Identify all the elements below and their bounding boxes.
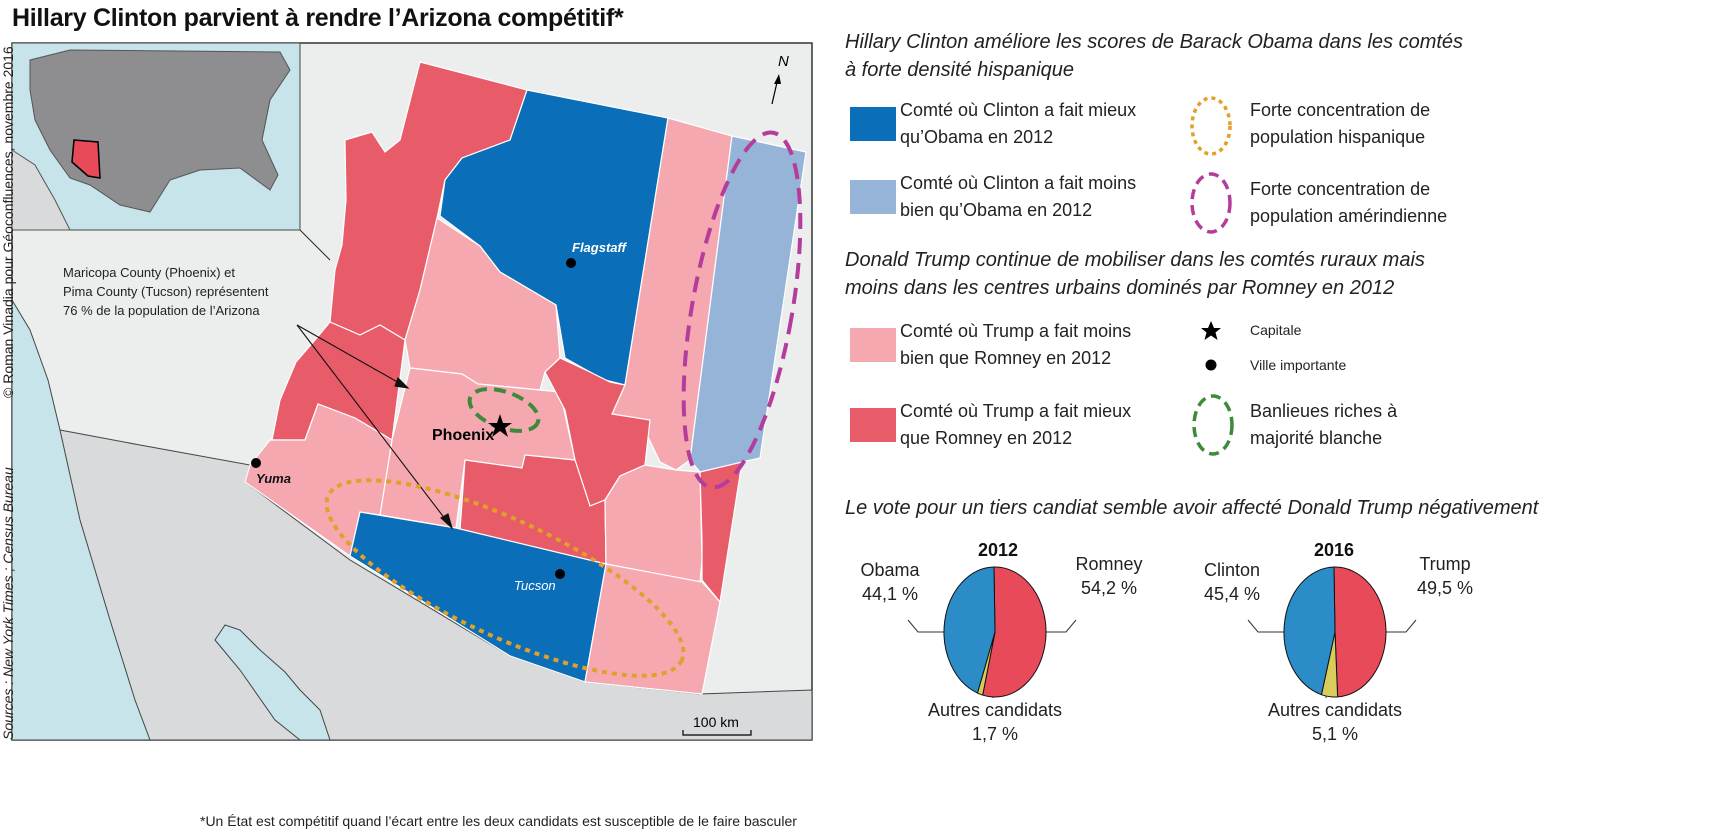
scale-bar <box>682 730 752 736</box>
native-population-ellipse <box>681 130 803 490</box>
hispanic-population-ellipse <box>324 478 686 678</box>
pie-2016-trump-label: Trump 49,5 % <box>1416 554 1474 598</box>
capital-star-icon <box>1201 321 1221 340</box>
pie-chart-2016 <box>1247 566 1417 698</box>
county-greenlee <box>699 461 743 604</box>
footnote: *Un État est compétitif quand l’écart en… <box>200 813 797 829</box>
inset-leader-line <box>299 229 331 261</box>
pie-2016-clinton-label: Clinton 45,4 % <box>1203 560 1261 604</box>
swatch-clinton-worse <box>850 180 896 214</box>
pie-2016-title: 2016 <box>1314 540 1355 560</box>
tucson-dot <box>555 569 565 579</box>
inset-mexico <box>11 149 71 231</box>
pie-slice-clinton <box>1283 566 1336 696</box>
pie-2012-romney-label: Romney 54,2 % <box>1075 554 1143 598</box>
legend-section-1-title: Hillary Clinton améliore les scores de B… <box>845 31 1464 81</box>
arizona-map: Flagstaff Tucson Yuma Phoenix Maricopa C… <box>11 42 813 741</box>
city-label-flagstaff: Flagstaff <box>572 240 628 255</box>
annotation-line-1: Maricopa County (Phoenix) et <box>63 265 235 280</box>
pie-slice-obama <box>943 566 996 694</box>
legend-clinton-better: Comté où Clinton a fait mieux qu’Obama en… <box>900 100 1137 147</box>
legend-native: Forte concentration de population amérind… <box>1250 179 1448 226</box>
scale-label: 100 km <box>693 714 739 730</box>
pie-slice-trump <box>1333 566 1387 698</box>
swatch-trump-better <box>850 408 896 442</box>
pie-chart-2012 <box>907 566 1077 698</box>
page-title: Hillary Clinton parvient à rendre l’Ariz… <box>12 4 624 32</box>
pie-2016-other-label: Autres candidats 5,1 % <box>1267 700 1403 744</box>
county-cochise <box>584 563 721 695</box>
swatch-trump-worse <box>850 328 896 362</box>
legend-trump-worse: Comté où Trump a fait moins bien que Romn… <box>900 321 1132 368</box>
sources-credit: Sources : New York Times ; Census Bureau <box>0 467 16 740</box>
flagstaff-dot <box>566 258 576 268</box>
legend-section-2-title: Donald Trump continue de mobiliser dans … <box>845 249 1425 299</box>
north-label: N <box>778 53 789 70</box>
phoenix-capital-star-icon <box>488 414 512 437</box>
annotation-line-3: 76 % de la population de l’Arizona <box>63 303 260 318</box>
county-graham <box>604 464 703 583</box>
pie-2012-other-label: Autres candidats 1,7 % <box>927 700 1063 744</box>
pie-2012-title: 2012 <box>978 540 1019 560</box>
annotation-line-2: Pima County (Tucson) représentent <box>63 284 269 299</box>
swatch-clinton-better <box>850 107 896 141</box>
legend-city: Ville importante <box>1250 357 1347 373</box>
legend-hispanic: Forte concentration de population hispani… <box>1250 100 1431 147</box>
legend-capital: Capitale <box>1250 322 1302 338</box>
pacific-ocean <box>11 298 151 741</box>
native-ellipse-icon <box>1190 172 1232 234</box>
city-label-phoenix: Phoenix <box>432 427 494 444</box>
yuma-dot <box>251 458 261 468</box>
suburbs-ellipse-icon <box>1192 394 1234 456</box>
legend-trump-better: Comté où Trump a fait mieux que Romney en… <box>900 401 1132 448</box>
legend-section-3-title: Le vote pour un tiers candiat semble avo… <box>845 497 1539 519</box>
legend-suburbs: Banlieues riches à majorité blanche <box>1250 401 1398 448</box>
city-label-tucson: Tucson <box>514 578 556 593</box>
inset-arizona-highlight <box>71 139 101 179</box>
city-dot-icon <box>1205 359 1217 371</box>
author-credit: © Roman Vinadia pour Géoconfluences, nov… <box>0 46 16 398</box>
hispanic-ellipse-icon <box>1190 96 1232 156</box>
annotation-arrows <box>296 324 454 530</box>
legend-clinton-worse: Comté où Clinton a fait moins bien qu’Oba… <box>900 173 1137 220</box>
gulf-of-california <box>214 624 331 741</box>
city-label-yuma: Yuma <box>256 471 291 486</box>
pie-slice-romney <box>982 566 1047 698</box>
pie-2012-obama-label: Obama 44,1 % <box>860 560 920 604</box>
county-yuma <box>244 403 393 558</box>
